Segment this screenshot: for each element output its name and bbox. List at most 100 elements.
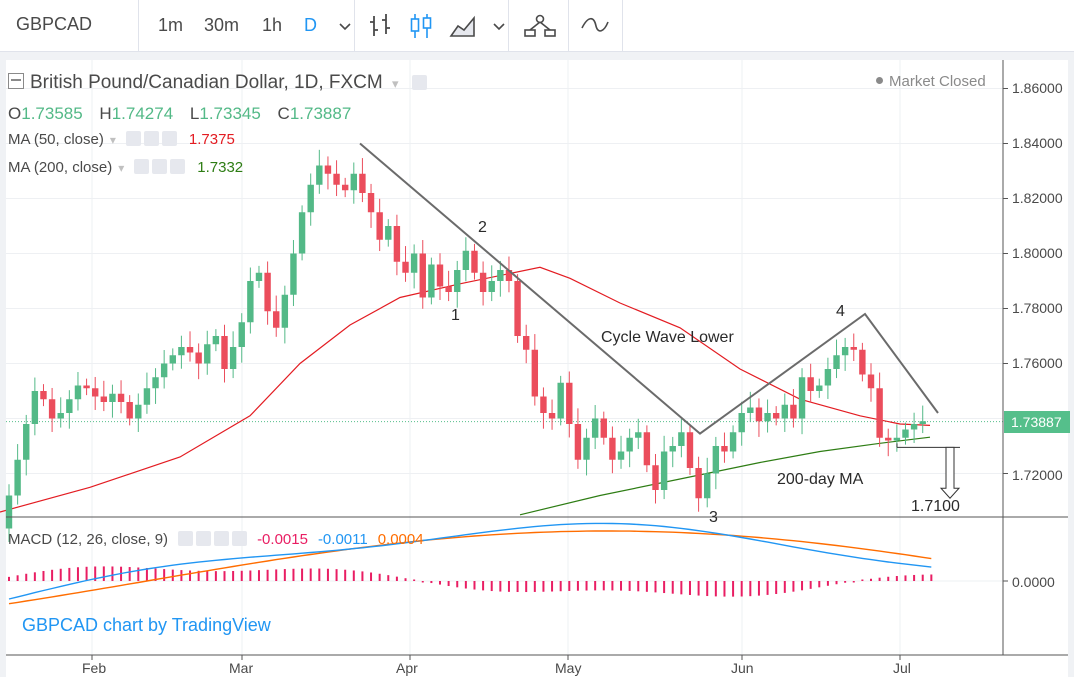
macd-histogram-bar <box>413 579 416 581</box>
candle-body <box>531 349 539 397</box>
symbol-title: British Pound/Canadian Dollar, 1D, FXCM <box>30 72 383 93</box>
macd-histogram-bar <box>654 581 657 593</box>
candle-body <box>652 465 659 490</box>
gear-icon[interactable] <box>196 531 212 546</box>
close-icon[interactable] <box>170 159 186 174</box>
candle-body <box>609 437 616 460</box>
candle-body <box>540 396 547 413</box>
wave-2-label: 2 <box>478 219 487 236</box>
macd-histogram-bar <box>585 581 588 591</box>
macd-histogram-bar <box>240 570 243 581</box>
candles-icon[interactable] <box>406 10 436 42</box>
candle-body <box>919 421 926 424</box>
macd-histogram-bar <box>852 581 855 583</box>
macd-histogram-bar <box>137 567 140 581</box>
toolbar-divider <box>508 0 509 52</box>
macd-histogram-bar <box>576 581 579 591</box>
macd-histogram-bar <box>766 581 769 595</box>
candle-body <box>807 377 814 391</box>
candle-body <box>281 294 289 328</box>
y-tick-label: 1.78000 <box>1012 300 1063 316</box>
candle-body <box>850 347 857 350</box>
eye-icon[interactable] <box>134 159 150 174</box>
candle-body <box>324 165 332 174</box>
settings-icon[interactable] <box>411 75 427 90</box>
collapse-icon[interactable] <box>8 73 24 89</box>
symbol-search[interactable]: GBPCAD <box>16 14 93 34</box>
chevron-down-icon[interactable]: ▾ <box>109 133 116 147</box>
bar-chart-icon[interactable] <box>366 10 396 42</box>
price-chart[interactable]: 1.86000 1.84000 1.82000 1.80000 1.78000 … <box>0 60 1074 677</box>
chevron-down-icon[interactable] <box>484 10 514 42</box>
annotations: 1 2 3 4 Cycle Wave Lower 200-day MA 1.71… <box>451 219 960 526</box>
candle-body <box>617 451 625 460</box>
close-icon[interactable] <box>161 131 177 146</box>
candle-body <box>264 272 271 312</box>
tradingview-watermark[interactable]: GBPCAD chart by TradingView <box>22 615 271 635</box>
toolbar-gap <box>0 52 1074 60</box>
interval-1m[interactable]: 1m <box>158 15 184 35</box>
candle-body <box>100 396 108 402</box>
candle-body <box>247 281 254 323</box>
macd-histogram-bar <box>344 569 347 581</box>
macd-histogram-bar <box>309 568 312 581</box>
macd-histogram-bar <box>326 568 329 581</box>
gear-icon[interactable] <box>152 159 168 174</box>
interval-1h[interactable]: 1h <box>262 15 283 35</box>
macd-histogram-bar <box>895 576 898 581</box>
top-toolbar: GBPCAD 1m 30m 1h D <box>0 0 1074 52</box>
macd-histogram-bar <box>818 581 821 588</box>
eye-icon[interactable] <box>178 531 194 546</box>
macd-histogram-bar <box>792 581 795 592</box>
macd-histogram-bar <box>145 567 148 581</box>
candle-body <box>790 404 797 419</box>
interval-d[interactable]: D <box>304 15 317 35</box>
indicators-icon[interactable] <box>522 10 558 42</box>
close-icon[interactable] <box>214 531 230 546</box>
candle-body <box>204 344 211 364</box>
candle-body <box>23 424 30 460</box>
macd-histogram-bar <box>732 581 735 597</box>
ohlc-close: 1.73887 <box>289 104 352 123</box>
macd-histogram-bar <box>775 581 778 594</box>
candle-body <box>462 250 470 270</box>
drawing-icon[interactable] <box>580 10 610 42</box>
candle-body <box>505 270 513 281</box>
macd-histogram-bar <box>464 581 467 589</box>
chevron-down-icon[interactable] <box>330 10 360 42</box>
chevron-down-icon[interactable]: ▾ <box>392 76 399 91</box>
candle-body <box>195 352 202 364</box>
status-dot-icon <box>876 77 883 84</box>
candle-body <box>867 374 875 389</box>
x-tick-label: Mar <box>229 660 253 676</box>
target-label: 1.7100 <box>911 498 960 515</box>
ohlc-low: 1.73345 <box>199 104 261 123</box>
x-tick-label: Feb <box>82 660 106 676</box>
macd-histogram-bar <box>783 581 786 593</box>
more-icon[interactable] <box>232 531 248 546</box>
candle-body <box>885 437 892 441</box>
candle-body <box>48 399 56 419</box>
chevron-down-icon[interactable]: ▾ <box>118 161 125 175</box>
candle-body <box>428 264 435 298</box>
macd-histogram-bar <box>223 571 226 581</box>
eye-icon[interactable] <box>125 131 141 146</box>
macd-pane <box>6 516 1068 605</box>
gear-icon[interactable] <box>143 131 159 146</box>
candle-body <box>497 270 504 281</box>
candle-body <box>367 193 375 213</box>
candle-body <box>238 322 245 347</box>
macd-histogram-bar <box>568 581 571 591</box>
macd-histogram-bar <box>516 581 519 593</box>
candle-body <box>686 432 694 468</box>
price-scale: 1.86000 1.84000 1.82000 1.80000 1.78000 … <box>1012 80 1063 590</box>
macd-histogram-bar <box>904 575 907 581</box>
macd-histogram-bar <box>602 581 605 591</box>
macd-histogram-bar <box>214 571 217 581</box>
candle-body <box>557 382 564 419</box>
macd-histogram-bar <box>85 566 88 581</box>
interval-30m[interactable]: 30m <box>204 15 240 35</box>
candle-body <box>385 226 392 240</box>
candle-body <box>359 173 366 193</box>
area-chart-icon[interactable] <box>448 10 478 42</box>
